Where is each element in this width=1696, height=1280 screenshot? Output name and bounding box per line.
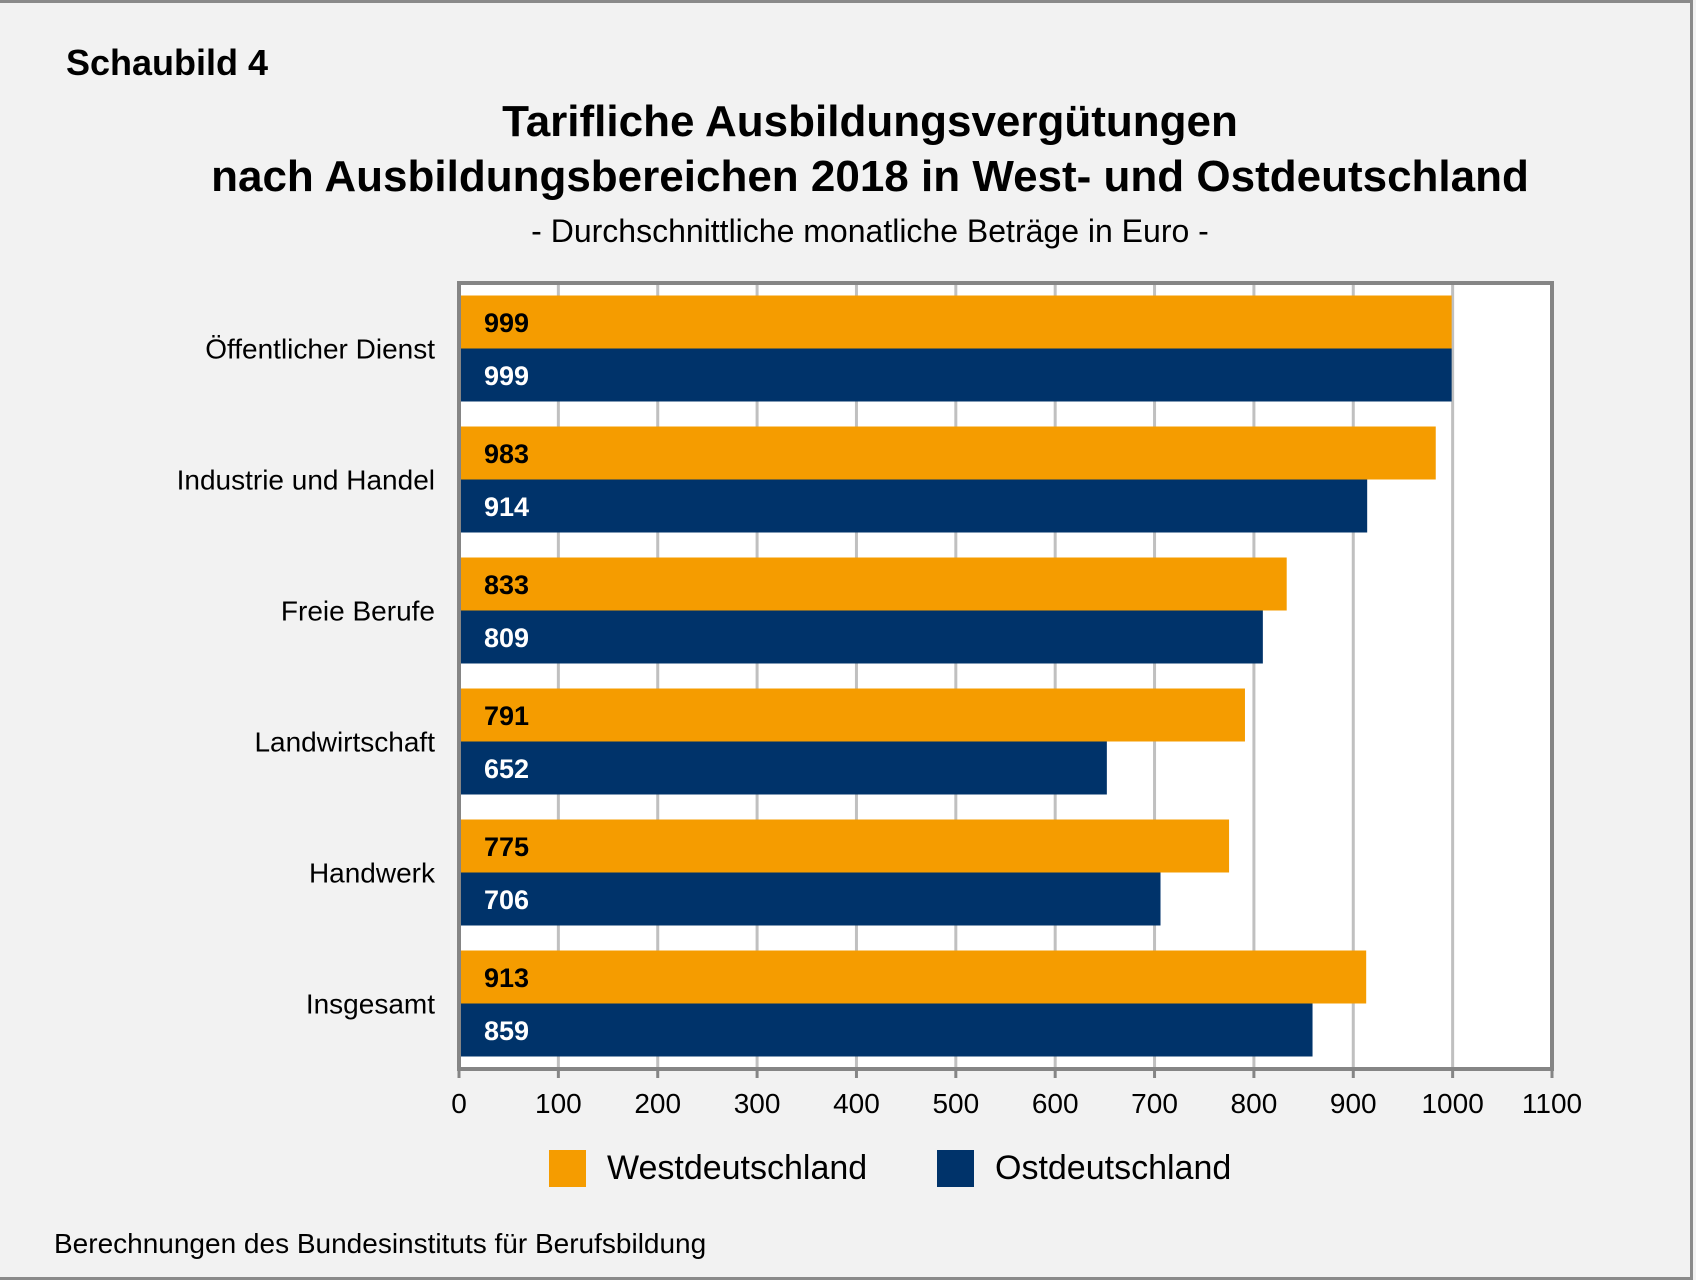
x-tick-label: 300 <box>734 1088 781 1119</box>
category-label: Industrie und Handel <box>177 465 435 496</box>
x-tick-label: 0 <box>451 1088 467 1119</box>
x-tick-label: 600 <box>1032 1088 1079 1119</box>
bar-east <box>459 610 1263 664</box>
legend-label-east: Ostdeutschland <box>995 1149 1232 1187</box>
bar-west <box>459 950 1367 1004</box>
data-label: 999 <box>484 361 529 391</box>
category-label: Freie Berufe <box>281 596 435 627</box>
bar-east <box>459 872 1161 926</box>
figure-label: Schaubild 4 <box>66 42 269 83</box>
bar-east <box>459 348 1452 402</box>
x-tick-label: 900 <box>1330 1088 1377 1119</box>
x-tick-label: 100 <box>535 1088 582 1119</box>
x-tick-label: 700 <box>1131 1088 1178 1119</box>
data-label: 983 <box>484 439 529 469</box>
chart-subtitle: - Durchschnittliche monatliche Beträge i… <box>531 213 1209 249</box>
legend-swatch-west <box>549 1150 586 1187</box>
legend-swatch-east <box>937 1150 974 1187</box>
data-label: 999 <box>484 308 529 338</box>
category-label: Insgesamt <box>306 989 435 1020</box>
data-label: 914 <box>484 492 529 522</box>
bar-west <box>459 557 1287 611</box>
bar-east <box>459 479 1368 533</box>
bar-west <box>459 688 1245 742</box>
data-label: 913 <box>484 963 529 993</box>
x-tick-label: 500 <box>932 1088 979 1119</box>
data-label: 652 <box>484 754 529 784</box>
x-tick-label: 200 <box>634 1088 681 1119</box>
chart-title-line-1: Tarifliche Ausbildungsvergütungen <box>502 97 1238 146</box>
data-label: 809 <box>484 623 529 653</box>
legend-label-west: Westdeutschland <box>607 1149 868 1187</box>
bar-west <box>459 426 1436 480</box>
data-label: 775 <box>484 832 529 862</box>
bar-east <box>459 741 1107 795</box>
x-tick-label: 1000 <box>1421 1088 1483 1119</box>
category-label: Landwirtschaft <box>254 727 435 758</box>
bar-west <box>459 295 1452 349</box>
bar-west <box>459 819 1230 873</box>
bar-east <box>459 1003 1313 1057</box>
chart-title-line-2: nach Ausbildungsbereichen 2018 in West- … <box>211 152 1529 201</box>
category-label: Handwerk <box>309 858 436 889</box>
data-label: 791 <box>484 701 529 731</box>
plot-border <box>457 281 1554 1071</box>
x-tick-label: 400 <box>833 1088 880 1119</box>
source-note: Berechnungen des Bundesinstituts für Ber… <box>54 1228 707 1259</box>
data-label: 859 <box>484 1016 529 1046</box>
x-tick-label: 1100 <box>1522 1088 1582 1119</box>
category-label: Öffentlicher Dienst <box>205 334 435 365</box>
data-label: 706 <box>484 885 529 915</box>
plot-area <box>459 283 1552 1069</box>
x-tick-label: 800 <box>1231 1088 1278 1119</box>
data-label: 833 <box>484 570 529 600</box>
